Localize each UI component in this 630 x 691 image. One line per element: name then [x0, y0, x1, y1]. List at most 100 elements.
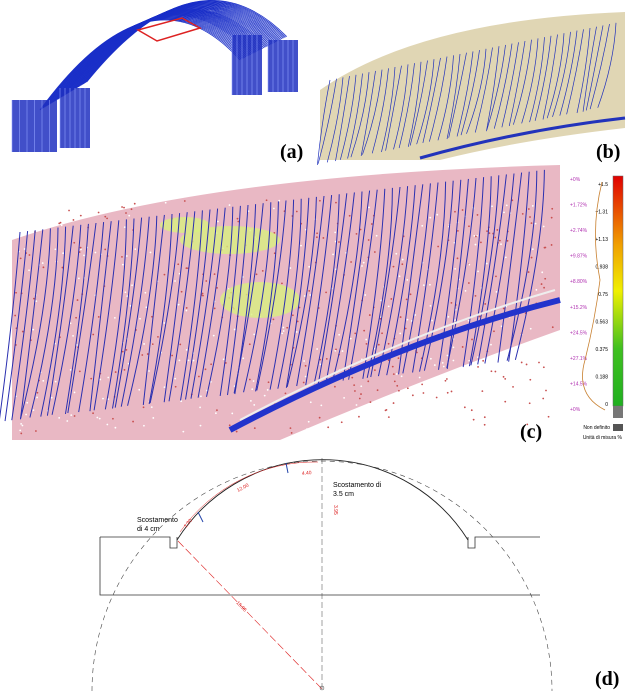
point [533, 366, 536, 369]
point [54, 248, 57, 251]
point [481, 384, 484, 387]
point [353, 384, 356, 387]
point [19, 257, 22, 260]
point [490, 401, 493, 404]
point [163, 273, 166, 276]
point [163, 322, 166, 324]
point [99, 378, 102, 381]
point [215, 412, 217, 415]
point [272, 318, 275, 321]
point [145, 306, 148, 309]
point [319, 358, 322, 361]
point [251, 388, 254, 391]
point [531, 248, 534, 251]
point [327, 426, 330, 429]
point [551, 326, 554, 329]
annotation: di 4 cm [137, 526, 160, 533]
point [544, 246, 547, 249]
point [393, 380, 396, 383]
contour [340, 74, 357, 160]
point [550, 216, 553, 219]
point [106, 423, 109, 426]
point [97, 211, 100, 214]
contour [597, 22, 617, 108]
point [174, 280, 176, 282]
panel-label: (c) [520, 421, 542, 443]
point [282, 330, 285, 332]
point [405, 298, 408, 301]
point [69, 369, 72, 371]
point [399, 316, 402, 318]
contour [285, 197, 310, 388]
contour [446, 53, 461, 140]
point [495, 275, 497, 278]
point [349, 337, 352, 340]
panel-a: (a) [11, 0, 303, 163]
percent-label: +24.5% [570, 330, 588, 336]
point [355, 232, 358, 235]
point [488, 232, 491, 235]
point [148, 370, 150, 372]
point [236, 217, 239, 220]
base-outline [99, 536, 540, 596]
point [404, 327, 407, 330]
point [21, 208, 24, 211]
point [460, 378, 462, 381]
point [152, 417, 155, 419]
point [50, 396, 53, 399]
point [530, 222, 533, 225]
point [446, 391, 449, 394]
point [547, 415, 550, 418]
point [261, 269, 264, 272]
point [485, 262, 488, 265]
point [456, 257, 459, 260]
point [35, 300, 38, 303]
percent-label: +14.5% [570, 381, 588, 387]
point [391, 365, 394, 368]
point [474, 243, 477, 246]
contour [256, 200, 287, 391]
contour [438, 179, 462, 370]
contour [350, 72, 370, 158]
contour [486, 46, 500, 132]
contour [381, 66, 396, 153]
contour [437, 55, 454, 141]
contour [370, 186, 401, 378]
point [302, 381, 305, 384]
point [128, 214, 131, 217]
point [494, 356, 497, 359]
contour [286, 196, 317, 388]
point [231, 412, 234, 415]
contour [546, 33, 565, 119]
contour [362, 69, 383, 155]
point [198, 375, 200, 378]
point [431, 319, 433, 322]
point [358, 397, 361, 400]
contour [460, 50, 480, 136]
point [235, 430, 238, 433]
point [475, 235, 477, 238]
contour [114, 217, 143, 408]
contour [20, 228, 51, 419]
point [303, 295, 306, 297]
contour [180, 210, 203, 401]
point [79, 214, 82, 217]
point [429, 304, 432, 307]
point [354, 390, 356, 392]
point [134, 248, 137, 250]
point [174, 385, 177, 388]
point [524, 398, 527, 400]
point [17, 208, 20, 211]
contour [409, 60, 428, 146]
point [374, 369, 376, 372]
contour [407, 61, 422, 147]
point [467, 282, 470, 284]
point [281, 332, 284, 335]
point [398, 389, 400, 392]
point [338, 333, 341, 336]
point [164, 201, 167, 204]
point [233, 328, 236, 331]
contour [326, 77, 344, 163]
point [126, 295, 129, 298]
contour [513, 39, 532, 125]
